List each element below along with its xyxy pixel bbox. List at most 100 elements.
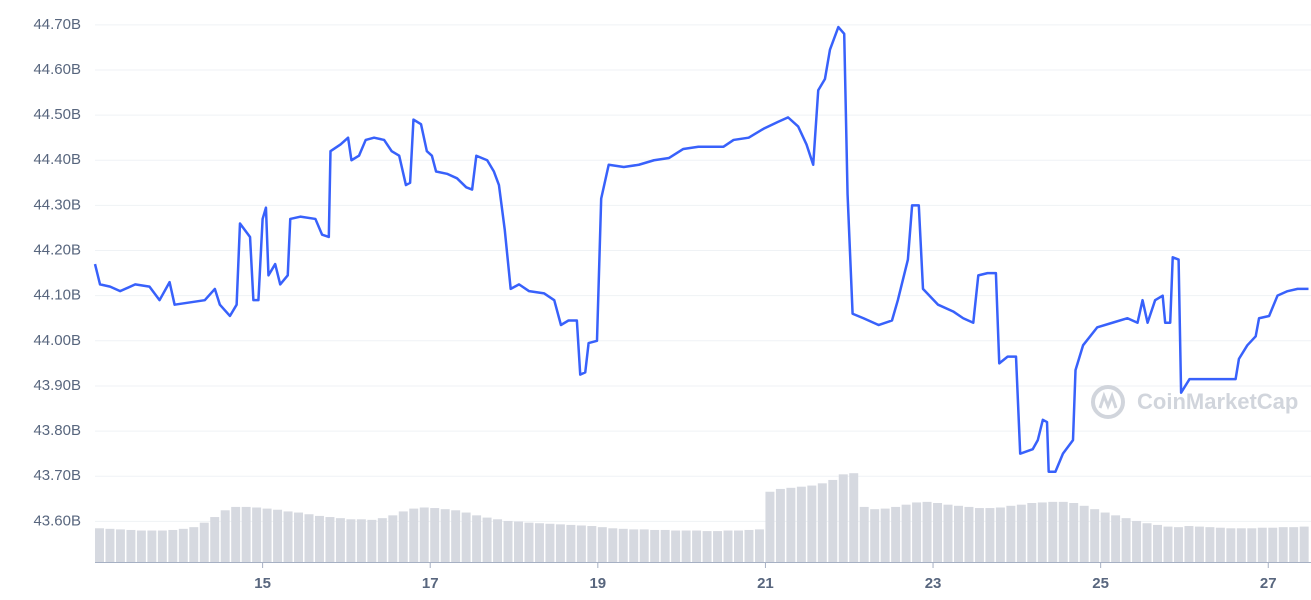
grid [95, 24, 1311, 522]
volume-bar [754, 529, 764, 562]
volume-bar [671, 530, 681, 562]
volume-bar [828, 479, 838, 562]
volume-bar [545, 523, 555, 562]
volume-bar [304, 514, 314, 562]
volume-bar [147, 530, 157, 562]
volume-bar [555, 524, 565, 562]
volume-bar [524, 522, 534, 562]
volume-bar [1268, 527, 1278, 562]
volume-bar [493, 519, 503, 562]
y-tick-label: 44.00B [33, 332, 81, 349]
volume-bar [1153, 524, 1163, 562]
volume-bar [587, 526, 597, 562]
volume-bar [534, 523, 544, 562]
y-tick-label: 44.50B [33, 106, 81, 123]
volume-bar [1027, 502, 1037, 562]
volume-bar [1247, 528, 1257, 562]
volume-bar [933, 502, 943, 562]
volume-bar [367, 519, 377, 562]
volume-bar [1173, 527, 1183, 562]
volume-bar [713, 531, 723, 562]
x-tick-label: 19 [589, 575, 606, 592]
volume-bar [985, 508, 995, 562]
line-layer [93, 25, 1309, 473]
volume-bar [1100, 512, 1110, 562]
volume-bar [629, 529, 639, 562]
volume-bar [1006, 505, 1016, 562]
volume-bar [849, 473, 859, 562]
volume-bar [189, 527, 199, 562]
volume-bar [95, 528, 104, 562]
volume-bar [943, 504, 953, 562]
volume-bar [419, 507, 429, 562]
y-tick-label: 44.60B [33, 61, 81, 78]
volume-bar [765, 491, 775, 562]
volume-bar [1205, 527, 1215, 562]
volume-bar [859, 506, 869, 562]
x-tick-label: 23 [925, 575, 942, 592]
volume-bar [650, 529, 660, 562]
volume-bar [1111, 515, 1121, 562]
y-tick-label: 44.10B [33, 287, 81, 304]
x-tick-label: 15 [254, 575, 271, 592]
volume-bar [325, 517, 335, 562]
x-tick-label: 21 [757, 575, 774, 592]
volume-bar [377, 518, 387, 562]
volume-bar [817, 483, 827, 562]
volume-bar [734, 530, 743, 562]
volume-bar [576, 525, 586, 562]
volume-bar [786, 487, 796, 562]
volume-bar [157, 530, 167, 562]
volume-bar [723, 530, 733, 562]
volume-bar [262, 508, 272, 562]
volume-bar [1194, 526, 1204, 562]
volume-bar [451, 510, 461, 562]
volume-bar [1299, 526, 1309, 562]
volume-bar [1037, 502, 1047, 562]
volume-bar [995, 507, 1005, 562]
volume-bar [430, 508, 440, 562]
y-tick-label: 44.20B [33, 241, 81, 258]
volume-bar [461, 512, 471, 562]
volume-bar [891, 506, 901, 562]
volume-bar [597, 527, 607, 562]
volume-bar [775, 488, 785, 562]
volume-bar [744, 529, 754, 562]
volume-bar [692, 530, 702, 562]
watermark-logo-mark [1098, 391, 1118, 411]
volume-bar [1016, 504, 1026, 562]
volume-bar [1257, 527, 1267, 562]
volume-bar [178, 528, 188, 562]
volume-bar [136, 530, 146, 562]
volume-bar [105, 528, 115, 562]
volume-bar [252, 507, 262, 562]
volume-bar [660, 529, 670, 562]
volume-bars [95, 473, 1309, 562]
volume-bar [199, 522, 209, 562]
volume-bar [514, 521, 523, 562]
watermark: CoinMarketCap [1091, 385, 1298, 419]
y-tick-label: 43.70B [33, 467, 81, 484]
volume-bar [1278, 527, 1288, 562]
y-tick-label: 43.90B [33, 377, 81, 394]
volume-bar [807, 485, 817, 562]
volume-bar [639, 529, 649, 562]
volume-bar [1069, 502, 1079, 562]
volume-bar [1121, 518, 1131, 562]
volume-bar [702, 531, 712, 562]
volume-bar [880, 508, 890, 562]
y-tick-label: 44.30B [33, 196, 81, 213]
volume-bar [1090, 509, 1100, 562]
volume-bar [440, 509, 450, 562]
volume-bar [241, 506, 251, 562]
volume-bar [472, 515, 482, 562]
volume-bar [870, 509, 880, 562]
volume-bar [168, 529, 178, 562]
y-tick-label: 44.40B [33, 151, 81, 168]
volume-bar [314, 515, 324, 562]
volume-bar [1236, 528, 1246, 562]
volume-bar [1058, 501, 1068, 562]
volume-bar [356, 519, 366, 562]
